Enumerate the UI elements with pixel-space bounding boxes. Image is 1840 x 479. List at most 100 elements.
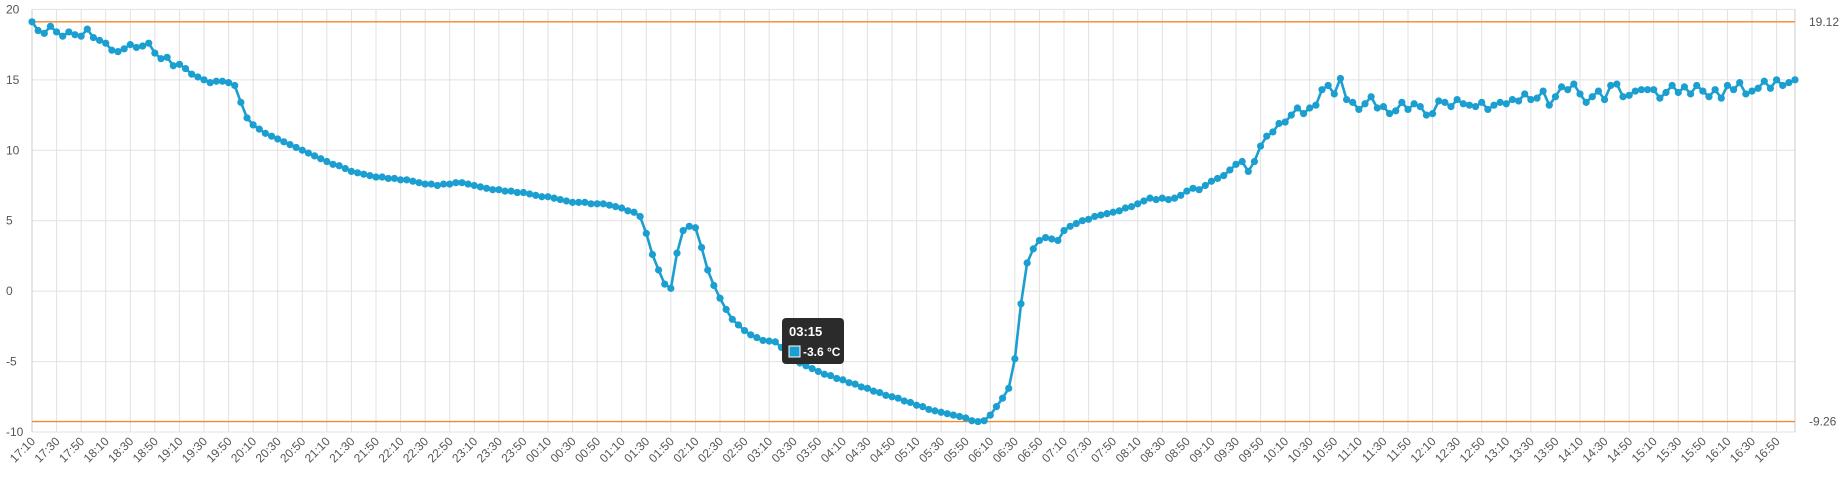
- data-point: [1336, 74, 1345, 83]
- tooltip-label: -3.6 °C: [803, 345, 841, 359]
- data-point: [1785, 79, 1793, 87]
- data-point: [826, 372, 835, 380]
- data-point: [108, 46, 116, 54]
- data-point: [1392, 107, 1400, 115]
- data-point: [618, 204, 626, 212]
- data-point: [231, 81, 239, 90]
- data-point: [654, 266, 663, 274]
- data-point: [1754, 84, 1762, 92]
- data-point: [1545, 101, 1553, 109]
- x-tick-label: 05:50: [941, 434, 972, 465]
- x-tick-label: 10:50: [1309, 434, 1340, 465]
- data-point: [403, 176, 411, 184]
- data-point: [200, 76, 208, 84]
- data-point: [1766, 84, 1775, 92]
- data-point: [636, 212, 644, 221]
- data-point: [1035, 236, 1044, 245]
- x-tick-label: 13:50: [1530, 434, 1561, 465]
- x-tick-label: 03:50: [793, 434, 824, 465]
- x-tick-label: 04:30: [842, 434, 873, 465]
- data-point: [986, 411, 994, 419]
- x-tick-label: 00:30: [548, 434, 579, 465]
- data-point: [716, 294, 724, 302]
- data-point: [489, 186, 497, 194]
- data-point: [734, 321, 743, 329]
- data-point: [599, 200, 607, 208]
- data-point: [998, 394, 1007, 402]
- data-point: [661, 280, 669, 288]
- data-point: [1263, 132, 1271, 140]
- data-point: [224, 79, 233, 87]
- x-tick-label: 08:50: [1162, 434, 1193, 465]
- reference-label: 19.12: [1809, 15, 1839, 29]
- data-point: [1361, 100, 1369, 108]
- data-point: [1078, 217, 1087, 225]
- x-tick-label: 16:50: [1752, 434, 1783, 465]
- data-point: [728, 315, 736, 323]
- data-point: [974, 417, 982, 426]
- x-tick-label: 16:30: [1727, 434, 1758, 465]
- data-point: [747, 331, 755, 339]
- data-point: [286, 141, 294, 149]
- data-point: [550, 194, 558, 202]
- x-tick-label: 09:10: [1186, 434, 1217, 465]
- data-point: [1410, 100, 1418, 108]
- x-tick-label: 07:50: [1088, 434, 1119, 465]
- data-point: [126, 41, 134, 49]
- x-tick-label: 06:30: [990, 434, 1021, 465]
- data-point: [808, 365, 816, 373]
- x-tick-label: 09:30: [1211, 434, 1242, 465]
- data-point: [544, 193, 552, 201]
- data-point: [329, 160, 337, 168]
- data-point: [1072, 219, 1080, 228]
- data-point: [1005, 384, 1013, 392]
- x-tick-label: 17:50: [56, 434, 87, 465]
- data-point: [1680, 83, 1689, 91]
- data-point: [138, 42, 147, 50]
- x-tick-label: 05:10: [892, 434, 923, 465]
- y-tick-label: -10: [6, 425, 24, 439]
- x-tick-label: 07:10: [1039, 434, 1070, 465]
- data-point: [673, 249, 681, 257]
- data-point: [980, 417, 988, 425]
- data-point: [482, 184, 491, 192]
- data-point: [581, 198, 589, 206]
- x-tick-label: 19:10: [154, 434, 185, 465]
- data-point: [427, 180, 435, 188]
- x-tick-label: 02:30: [695, 434, 726, 465]
- data-point: [335, 162, 343, 170]
- data-point: [1054, 236, 1062, 245]
- data-point: [1084, 215, 1093, 223]
- data-point: [1048, 235, 1056, 243]
- data-point: [888, 393, 896, 401]
- y-tick-label: 15: [6, 73, 20, 87]
- data-point: [274, 135, 282, 143]
- data-point: [163, 53, 171, 61]
- data-point: [1404, 105, 1412, 114]
- data-point: [1539, 87, 1547, 95]
- data-point: [1422, 111, 1431, 119]
- data-point: [1152, 195, 1160, 204]
- data-point: [1250, 157, 1259, 166]
- data-point: [1570, 80, 1578, 88]
- x-tick-label: 15:30: [1653, 434, 1684, 465]
- data-point: [667, 284, 675, 292]
- data-point: [1490, 101, 1498, 109]
- data-point: [280, 138, 288, 146]
- data-point: [845, 379, 853, 387]
- x-tick-label: 01:50: [646, 434, 677, 465]
- data-point: [1029, 245, 1037, 253]
- data-point: [396, 176, 405, 184]
- data-point: [495, 186, 503, 194]
- data-point: [237, 98, 245, 106]
- data-point: [120, 45, 128, 53]
- data-point: [366, 172, 374, 180]
- x-tick-label: 19:50: [204, 434, 235, 465]
- data-point: [992, 403, 1001, 411]
- data-point: [102, 39, 110, 47]
- data-point: [1760, 77, 1768, 85]
- data-point: [292, 143, 300, 152]
- data-point: [1748, 87, 1756, 95]
- data-point: [894, 394, 902, 402]
- data-point: [525, 190, 534, 198]
